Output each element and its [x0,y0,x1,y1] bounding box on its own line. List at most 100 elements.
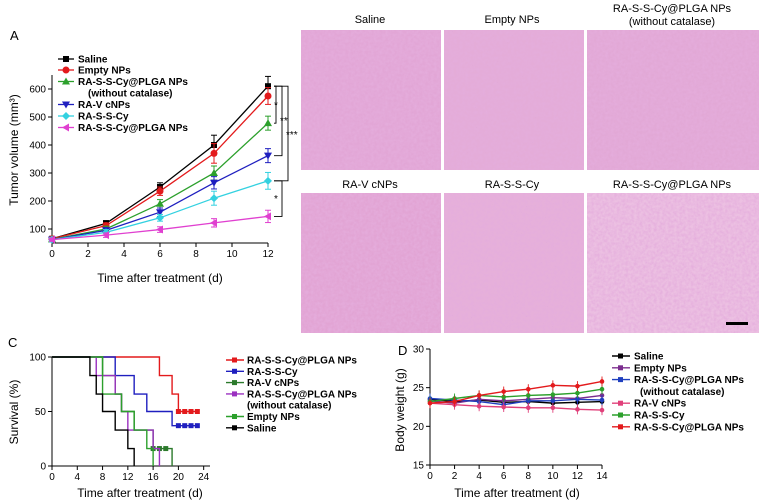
data-point [264,119,272,127]
significance-label: * [274,100,278,111]
panel-a-significance: ******* [274,85,298,217]
data-point [501,394,507,400]
survival-empty-nps [52,356,154,466]
data-point [452,399,457,404]
series-line [429,398,603,404]
histology-title-ra-v-cnps: RA-V cNPs [342,179,398,191]
censor-mark [175,423,181,429]
significance-bracket [274,180,283,217]
data-point [599,407,605,413]
data-point [575,390,580,396]
panel-d-xlabel: Time after treatment (d) [454,486,580,500]
panel-label-d: D [398,343,407,358]
data-point [264,152,272,160]
x-tick-label: 0 [49,472,55,483]
data-point [550,392,556,397]
panel-b: B Saline Empty NPs RA-S-S-Cy@PLGA NPs (w… [300,3,759,333]
data-point [550,398,556,404]
x-tick-label: 2 [85,249,91,260]
panel-c-ylabel: Survival (%) [7,380,21,445]
legend-marker [232,368,237,374]
series-line [429,380,603,404]
legend-label: RA-S-S-Cy [634,411,685,422]
x-tick-label: 20 [173,472,185,483]
histology-image-saline [301,30,441,170]
legend-marker [63,56,69,62]
data-point [525,398,531,404]
y-tick-label: 30 [413,345,425,356]
survival-curve [52,356,154,466]
legend-label: Saline [634,352,664,363]
x-tick-label: 6 [157,249,163,260]
significance-label: *** [286,130,298,141]
panel-label-c: C [8,335,17,350]
x-tick-label: 2 [452,471,458,482]
x-tick-label: 24 [198,472,210,483]
y-tick-label: 300 [29,169,46,180]
censor-mark [175,409,181,414]
histology-image-ra-s-s-cy [444,193,584,333]
x-tick-label: 0 [427,471,433,482]
data-point [210,179,218,187]
data-point [264,212,271,221]
histology-title-plga-no-catalase: RA-S-S-Cy@PLGA NPs [613,3,732,15]
data-point [427,400,433,406]
data-point [265,83,271,90]
x-tick-label: 4 [74,472,80,483]
histology-title-saline: Saline [355,14,386,26]
data-point [102,231,109,240]
significance-label: * [274,194,278,205]
panel-a-xlabel: Time after treatment (d) [97,271,223,285]
survival-curve [52,356,135,466]
x-tick-label: 14 [596,471,608,482]
legend-label: Saline [247,423,277,434]
data-point [156,199,164,207]
y-tick-label: 200 [29,197,46,208]
histology-image-plga [587,193,759,333]
data-point [476,403,482,409]
legend-label: RA-V cNPs [634,399,687,410]
data-point [210,218,217,227]
legend-label: RA-S-S-Cy [78,112,129,123]
data-point [501,389,507,394]
y-tick-label: 15 [413,461,425,472]
data-point [575,383,580,389]
legend-marker [62,66,70,74]
data-point [156,213,164,222]
data-point [210,149,218,157]
legend-label: Saline [78,55,108,66]
histology-image-plga-no-catalase [587,30,759,170]
legend-label: Empty NPs [247,412,300,423]
censor-mark [188,409,194,414]
histology-title-plga: RA-S-S-Cy@PLGA NPs [613,179,732,191]
data-point [599,386,605,392]
series-line [429,402,603,411]
x-tick-label: 4 [121,249,127,260]
x-tick-label: 6 [501,471,507,482]
legend-marker [618,412,623,418]
survival-curve [52,356,198,427]
panel-a: A 0 2 4 6 8 10 12 100 200 300 400 500 600 SalineEmpt… [7,28,298,285]
legend-marker [618,377,623,383]
panel-d-ylabel: Body weight (g) [393,368,407,451]
legend-marker [62,123,69,132]
survival-ra-s-s-cy [52,356,200,429]
legend-marker [62,77,70,85]
legend-label: Empty NPs [78,66,131,77]
legend-label: RA-S-S-Cy@PLGA NPs [247,356,357,367]
panel-a-series [48,75,272,244]
x-tick-label: 12 [262,249,274,260]
x-tick-label: 10 [226,249,238,260]
survival-curve [52,356,198,413]
panel-a-ylabel: Tumor volume (mm³) [7,94,21,206]
data-point [156,209,164,217]
legend-label: RA-S-S-Cy@PLGA NPs [634,375,744,386]
data-point [550,405,556,411]
histology-title-empty-nps: Empty NPs [484,14,540,26]
data-point [210,169,218,176]
y-tick-label: 600 [29,85,46,96]
